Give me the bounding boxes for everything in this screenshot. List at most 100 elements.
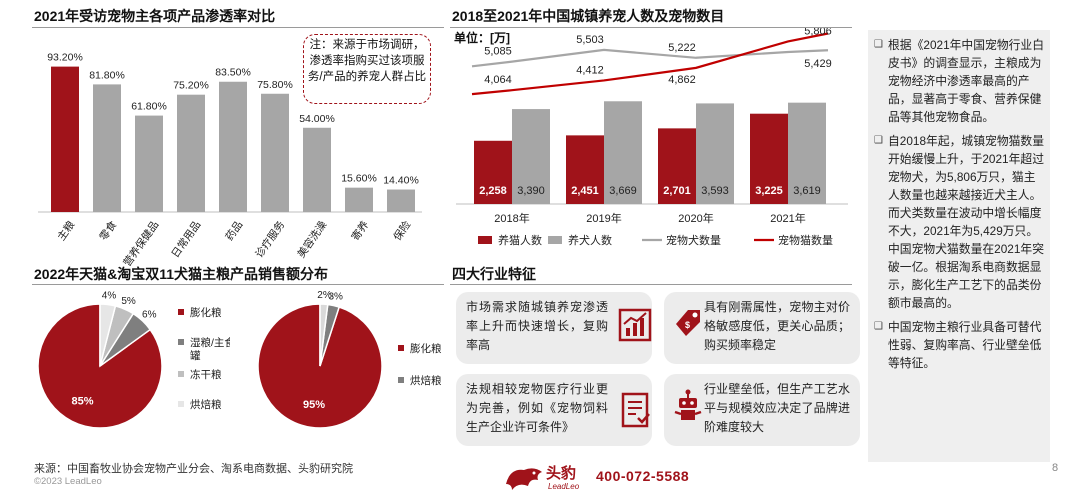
pie-value-label: 95% — [303, 399, 325, 411]
sidebar-item: ❑ 根据《2021年中国宠物行业白皮书》的调查显示，主粮成为宠物经济中渗透率最高… — [874, 36, 1044, 126]
line-value-label: 5,806 — [804, 28, 832, 37]
legend-swatch — [398, 377, 404, 383]
price-tag-icon: $ — [676, 310, 700, 336]
bar-6 — [303, 127, 331, 212]
pie-value-label: 2% — [317, 290, 332, 301]
legend-swatch — [478, 236, 492, 244]
legend-swatch — [548, 236, 562, 244]
penetration-bar-chart: 93.20% 主粮 81.80% 零食 61.80% 营养保健品 75.20% 日常用品 83.… — [38, 52, 422, 269]
leopard-logo-icon — [506, 468, 542, 490]
bar-value-label: 81.80% — [89, 69, 125, 81]
bar-2 — [135, 115, 163, 212]
pie-value-label: 4% — [102, 291, 117, 302]
pie-value-label: 3% — [328, 292, 343, 303]
chart3-title-divider — [32, 284, 444, 285]
line-value-label: 4,862 — [668, 74, 696, 86]
legend-label: 宠物猫数量 — [778, 233, 833, 247]
bar-dog-owners — [512, 109, 550, 204]
bar-8 — [387, 189, 415, 212]
x-tick-label: 2018年 — [494, 211, 529, 225]
sidebar-text: 自2018年起，城镇宠物猫数量开始缓慢上升，于2021年超过宠物犬，为5,806… — [888, 134, 1045, 310]
bar-value-label: 15.60% — [341, 173, 377, 185]
feature-text: 行业壁垒低，但生产工艺水平与规模效应决定了品牌进阶难度较大 — [704, 382, 850, 434]
line-value-label: 5,085 — [484, 46, 512, 58]
bar-1 — [93, 84, 121, 212]
bar-cat-owners — [658, 128, 696, 204]
pets-combo-chart: 单位：[万] 2,258 3,390 2018年 2,451 3,669 2019年 2,70… — [454, 28, 848, 247]
chart1-title-divider — [32, 27, 444, 28]
bar-cat-owners — [566, 135, 604, 204]
legend-label: 湿粮/主食 — [190, 336, 230, 349]
industry-title: 四大行业特征 — [452, 266, 536, 282]
feature-text: 市场需求随城镇养宠渗透率上升而快速增长，复购率高 — [466, 300, 608, 352]
footer-source: 来源：中国畜牧业协会宠物产业分会、淘系电商数据、头豹研究院 — [34, 463, 353, 475]
legend-label: 烘焙粮 — [190, 398, 222, 411]
line-value-label: 5,429 — [804, 58, 832, 70]
chart2-title: 2018至2021年中国城镇养宠人数及宠物数目 — [452, 8, 725, 24]
bar-value-label: 54.00% — [299, 113, 335, 125]
bar-value-label: 2,451 — [571, 185, 599, 197]
brand-name-en: LeadLeo — [548, 482, 580, 491]
feature-text: 法规相较宠物医疗行业更为完善，例如《宠物饲料生产企业许可条件》 — [466, 382, 608, 434]
note-box: 注：来源于市场调研，渗透率指购买过该项服务/产品的养宠人群占比 — [303, 34, 431, 104]
line-value-label: 4,064 — [484, 74, 512, 86]
bar-dog-owners — [604, 101, 642, 204]
feature-box-regulation: 法规相较宠物医疗行业更为完善，例如《宠物饲料生产企业许可条件》 — [456, 374, 652, 446]
line-cat-count — [471, 32, 829, 96]
bar-3 — [177, 94, 205, 212]
chart3-title: 2022年天猫&淘宝双11犬猫主粮产品销售额分布 — [34, 266, 329, 282]
legend-label: 冻干粮 — [190, 368, 222, 381]
legend-swatch — [178, 401, 184, 407]
x-tick-label: 营养保健品 — [121, 218, 162, 268]
bar-value-label: 2,258 — [479, 185, 507, 197]
sidebar-text: 中国宠物主粮行业具备可替代性弱、复购率高、行业壁垒低等特征。 — [888, 320, 1042, 370]
line-dog-count — [471, 48, 829, 68]
feature-text: 具有刚需属性，宠物主对价格敏感度低，更关心品质；购买频率稳定 — [704, 300, 850, 352]
bar-value-label: 75.20% — [173, 80, 209, 92]
line-value-label: 4,412 — [576, 64, 604, 76]
bar-0 — [51, 66, 79, 212]
bar-value-label: 83.50% — [215, 67, 251, 79]
pie-slice-2 — [319, 303, 329, 367]
chart1-title: 2021年受访宠物主各项产品渗透率对比 — [34, 8, 276, 24]
brand-name: 头豹 — [546, 465, 577, 482]
legend-label: 宠物犬数量 — [666, 233, 721, 247]
x-tick-label: 保险 — [391, 218, 414, 243]
legend-label: 养犬人数 — [568, 233, 612, 247]
unit-label: 单位：[万] — [454, 30, 510, 45]
line-value-label: 5,222 — [668, 42, 696, 54]
growth-chart-icon — [618, 308, 652, 342]
legend-swatch — [398, 345, 404, 351]
x-tick-label: 日常用品 — [169, 218, 204, 260]
line-value-label: 5,503 — [576, 34, 604, 46]
bar-dog-owners — [788, 102, 826, 204]
bar-5 — [261, 93, 289, 212]
industry-title-divider — [450, 284, 852, 285]
pie-slice-3 — [99, 303, 117, 367]
bar-value-label: 14.40% — [383, 175, 419, 187]
feature-box-demand: 具有刚需属性，宠物主对价格敏感度低，更关心品质；购买频率稳定 — [664, 292, 860, 364]
pie-value-label: 5% — [121, 296, 136, 307]
bar-value-label: 3,390 — [517, 185, 545, 197]
x-tick-label: 寄养 — [349, 218, 372, 243]
pie-value-label: 6% — [142, 310, 157, 321]
bar-value-label: 61.80% — [131, 101, 167, 113]
page-number: 8 — [1052, 462, 1059, 474]
x-tick-label: 诊疗服务 — [253, 218, 288, 260]
bar-value-label: 2,701 — [663, 185, 691, 197]
bar-value-label: 3,593 — [701, 185, 729, 197]
legend-swatch — [178, 309, 184, 315]
legend-label: 膨化粮 — [190, 306, 222, 319]
legend-label: 膨化粮 — [410, 342, 442, 355]
chart2-title-divider — [450, 27, 852, 28]
sidebar-text: 根据《2021年中国宠物行业白皮书》的调查显示，主粮成为宠物经济中渗透率最高的产… — [888, 38, 1045, 124]
checkbox-bullet-icon: ❑ — [874, 321, 883, 332]
footer-copyright: ©2023 LeadLeo — [34, 476, 102, 487]
legend-swatch — [178, 339, 184, 345]
document-icon — [621, 392, 650, 428]
x-tick-label: 2019年 — [586, 211, 621, 225]
x-tick-label: 主粮 — [55, 218, 78, 243]
x-tick-label: 药品 — [223, 219, 245, 243]
pie-value-label: 85% — [72, 395, 94, 407]
